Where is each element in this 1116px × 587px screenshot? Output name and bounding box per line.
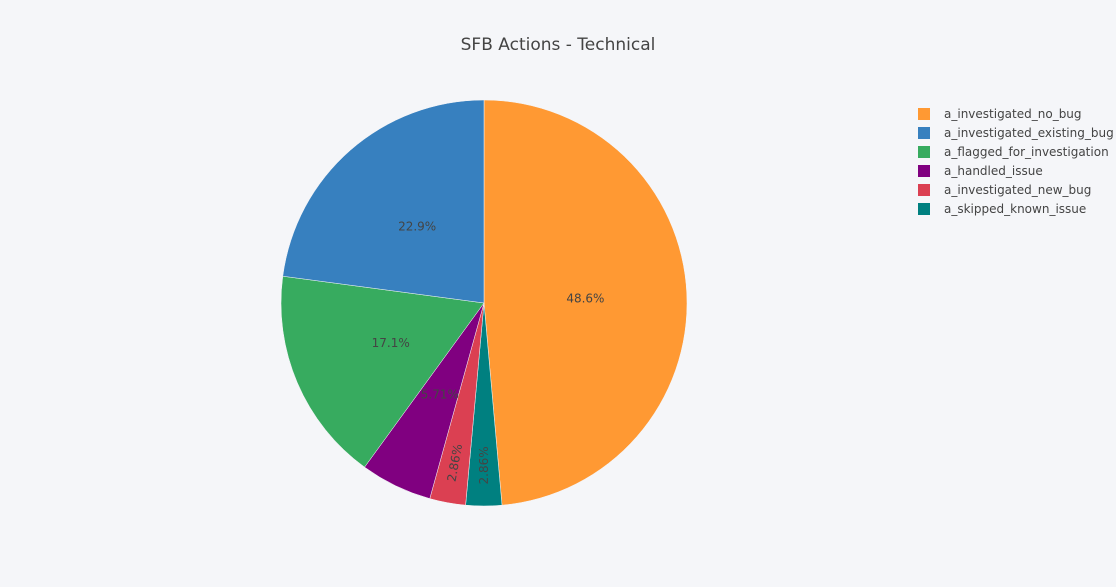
pie-slice-a-flagged-for-investigation[interactable] (280, 275, 485, 468)
legend-swatch (918, 127, 930, 139)
legend-label: a_handled_issue (944, 164, 1043, 178)
legend-label: a_investigated_no_bug (944, 107, 1082, 121)
legend-swatch (918, 184, 930, 196)
chart-title: SFB Actions - Technical (461, 35, 656, 55)
legend-swatch (918, 203, 930, 215)
pie-slice-a-investigated-existing-bug[interactable] (282, 99, 485, 304)
slice-label-a-flagged-for-investigation: 17.1% (372, 336, 410, 350)
legend-item-a-skipped-known-issue[interactable]: a_skipped_known_issue (918, 202, 1086, 216)
legend-label: a_flagged_for_investigation (944, 145, 1109, 159)
slice-label-a-handled-issue: 5.71% (421, 387, 459, 401)
legend-item-a-investigated-existing-bug[interactable]: a_investigated_existing_bug (918, 126, 1114, 140)
pie-slice-labels: 48.6% 2.86% 2.86% 5.71% 17.1% 22.9% (372, 220, 605, 485)
legend-label: a_investigated_new_bug (944, 183, 1091, 197)
legend-item-a-handled-issue[interactable]: a_handled_issue (918, 164, 1043, 178)
slice-label-a-investigated-no-bug: 48.6% (566, 291, 604, 305)
pie-slices (280, 99, 688, 507)
legend-item-a-investigated-no-bug[interactable]: a_investigated_no_bug (918, 107, 1082, 121)
slice-label-a-skipped-known-issue: 2.86% (477, 446, 491, 484)
legend: a_investigated_no_bug a_investigated_exis… (918, 107, 1114, 216)
legend-item-a-investigated-new-bug[interactable]: a_investigated_new_bug (918, 183, 1091, 197)
slice-label-a-investigated-existing-bug: 22.9% (398, 220, 436, 234)
legend-swatch (918, 146, 930, 158)
pie-slice-a-investigated-no-bug[interactable] (483, 99, 688, 506)
legend-swatch (918, 108, 930, 120)
legend-swatch (918, 165, 930, 177)
slice-label-a-investigated-new-bug: 2.86% (445, 443, 466, 483)
legend-label: a_investigated_existing_bug (944, 126, 1114, 140)
legend-item-a-flagged-for-investigation[interactable]: a_flagged_for_investigation (918, 145, 1109, 159)
legend-label: a_skipped_known_issue (944, 202, 1086, 216)
